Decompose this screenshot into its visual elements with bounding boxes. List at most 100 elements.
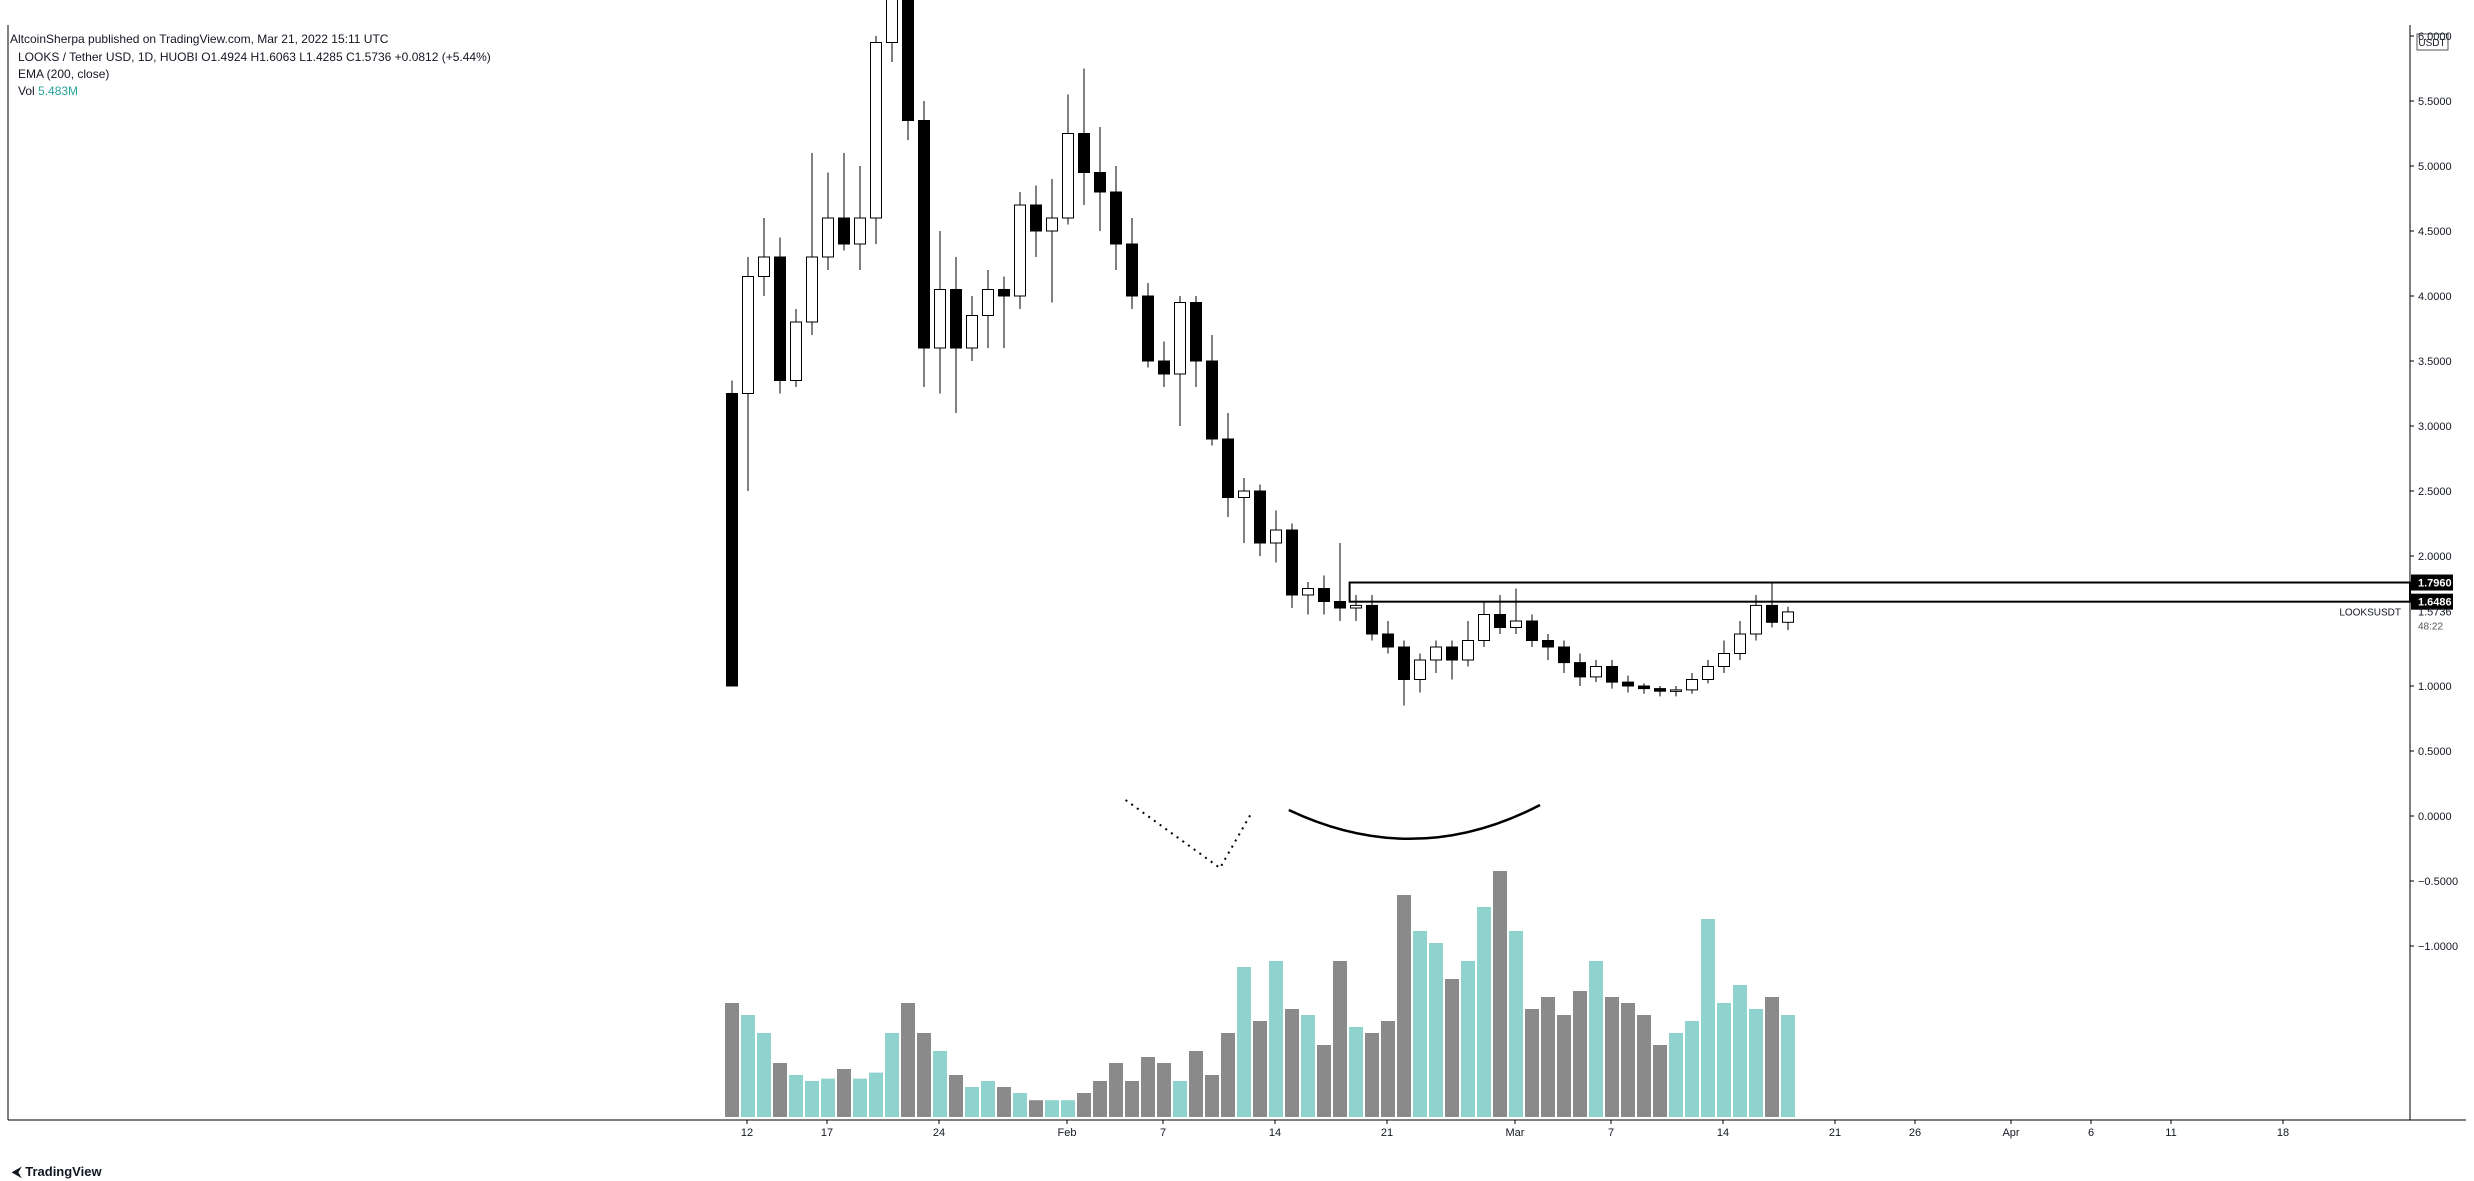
volume-bar — [997, 1087, 1011, 1117]
volume-bar — [1429, 943, 1443, 1117]
candle-up — [1270, 529, 1282, 544]
volume-bar — [1173, 1081, 1187, 1117]
volume-bar — [1221, 1033, 1235, 1117]
candle-down — [1366, 604, 1378, 635]
candle-down — [1158, 360, 1170, 375]
volume-bar — [773, 1063, 787, 1117]
candlesticks — [726, 0, 1794, 706]
publish-info: AltcoinSherpa published on TradingView.c… — [10, 32, 389, 46]
price-tick-label: 4.0000 — [2418, 291, 2452, 303]
volume-bar — [1029, 1100, 1043, 1117]
candle-down — [998, 289, 1010, 297]
price-tick-label: 5.5000 — [2418, 96, 2452, 108]
price-tick-label: 4.5000 — [2418, 226, 2452, 238]
countdown-label: 48:22 — [2418, 621, 2443, 632]
tv-logo-icon: ⮜ — [12, 1164, 22, 1179]
candle-up — [806, 256, 818, 323]
candle-up — [934, 289, 946, 349]
volume-bar — [933, 1051, 947, 1117]
price-tick-label: 2.0000 — [2418, 551, 2452, 563]
price-tick-label: 6.0000 — [2418, 31, 2452, 43]
volume-bar — [1653, 1045, 1667, 1117]
volume-bar — [853, 1078, 867, 1117]
volume-legend[interactable]: Vol 5.483M — [18, 84, 78, 98]
volume-bar — [1109, 1063, 1123, 1117]
volume-bar — [1301, 1015, 1315, 1117]
candle-up — [1750, 604, 1762, 635]
time-tick-label: 26 — [1909, 1127, 1921, 1139]
v-bottom-dotted-line — [1125, 799, 1253, 870]
volume-bar — [1525, 1009, 1539, 1117]
candle-down — [1110, 191, 1122, 245]
volume-bar — [949, 1075, 963, 1117]
candle-up — [1718, 653, 1730, 667]
volume-bar — [805, 1081, 819, 1117]
volume-bar — [1669, 1033, 1683, 1117]
volume-bar — [1509, 931, 1523, 1117]
volume-bar — [1269, 961, 1283, 1117]
tradingview-logo[interactable]: ⮜ TradingView — [12, 1164, 102, 1180]
time-tick-label: 11 — [2165, 1127, 2176, 1139]
candle-down — [838, 217, 850, 245]
candle-down — [1558, 646, 1570, 664]
volume-bar — [789, 1075, 803, 1117]
candle-up — [822, 217, 834, 258]
volume-bar — [1557, 1015, 1571, 1117]
price-label-box — [2411, 593, 2453, 610]
volume-bar — [1637, 1015, 1651, 1117]
candle-up — [854, 217, 866, 245]
symbol-name[interactable]: LOOKS / Tether USD, 1D, HUOBI — [18, 50, 198, 64]
ema-legend[interactable]: EMA (200, close) — [18, 67, 110, 81]
time-tick-label: Apr — [2002, 1127, 2019, 1139]
time-tick-label: 18 — [2277, 1127, 2289, 1139]
symbol-legend: LOOKS / Tether USD, 1D, HUOBI O1.4924 H1… — [18, 50, 491, 64]
candle-down — [918, 120, 930, 349]
volume-bar — [1125, 1081, 1139, 1117]
volume-bar — [1157, 1063, 1171, 1117]
candle-up — [1686, 679, 1698, 691]
candle-up — [1014, 204, 1026, 297]
volume-bar — [1541, 997, 1555, 1117]
volume-value: 5.483M — [38, 84, 79, 98]
volume-bar — [757, 1033, 771, 1117]
candle-down — [950, 289, 962, 349]
candle-down — [1638, 685, 1650, 690]
currency-button[interactable] — [2416, 33, 2449, 51]
volume-bar — [1445, 979, 1459, 1117]
volume-bar — [1045, 1100, 1059, 1117]
time-tick-label: 17 — [821, 1127, 833, 1139]
candle-down — [1398, 646, 1410, 680]
brand-name: TradingView — [25, 1164, 102, 1179]
time-tick-label: 21 — [1381, 1127, 1393, 1139]
volume-bar — [869, 1072, 883, 1117]
candle-down — [1126, 243, 1138, 297]
time-tick-label: 21 — [1829, 1127, 1841, 1139]
volume-bar — [1397, 895, 1411, 1117]
candle-down — [1654, 688, 1666, 692]
volume-bar — [1685, 1021, 1699, 1117]
price-tick-label: 1.0000 — [2418, 681, 2452, 693]
volume-bar — [885, 1033, 899, 1117]
candle-down — [1606, 666, 1618, 683]
volume-bar — [1701, 919, 1715, 1117]
volume-bar — [1749, 1009, 1763, 1117]
candle-up — [758, 256, 770, 277]
candle-down — [1542, 640, 1554, 648]
candle-down — [1318, 588, 1330, 602]
price-label: 1.7960 — [2418, 578, 2452, 590]
price-tick-label: 0.0000 — [2418, 811, 2452, 823]
candle-up — [1510, 620, 1522, 628]
volume-bar — [917, 1033, 931, 1117]
volume-bar — [1605, 997, 1619, 1117]
volume-bar — [1093, 1081, 1107, 1117]
candle-down — [1382, 633, 1394, 648]
last-price-label: 1.5736 — [2418, 606, 2452, 618]
candle-down — [1078, 133, 1090, 173]
volume-bar — [1781, 1015, 1795, 1117]
candle-down — [1094, 172, 1106, 193]
volume-bar — [981, 1081, 995, 1117]
candle-up — [886, 0, 898, 43]
price-label: 1.6486 — [2418, 597, 2452, 609]
price-tick-label: 3.0000 — [2418, 421, 2452, 433]
